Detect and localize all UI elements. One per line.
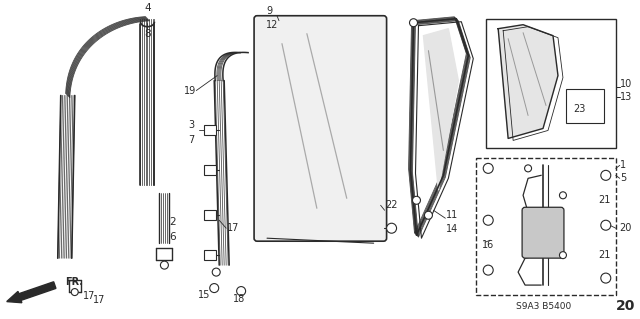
- Circle shape: [71, 289, 78, 296]
- Circle shape: [483, 163, 493, 173]
- Bar: [204, 165, 216, 175]
- Bar: [204, 125, 216, 136]
- Circle shape: [601, 273, 611, 283]
- Circle shape: [525, 165, 532, 172]
- Circle shape: [559, 192, 566, 199]
- Circle shape: [483, 265, 493, 275]
- FancyBboxPatch shape: [254, 16, 387, 241]
- Bar: [566, 89, 604, 123]
- Bar: [486, 19, 616, 148]
- Text: 20: 20: [616, 299, 635, 313]
- Circle shape: [161, 261, 168, 269]
- Circle shape: [212, 268, 220, 276]
- Circle shape: [559, 252, 566, 259]
- Text: 13: 13: [620, 92, 632, 101]
- Text: 12: 12: [266, 20, 278, 30]
- Text: 3: 3: [188, 121, 195, 130]
- Circle shape: [424, 211, 433, 219]
- Text: FR.: FR.: [65, 277, 83, 287]
- Text: 2: 2: [170, 217, 176, 227]
- Text: 17: 17: [83, 291, 95, 301]
- Circle shape: [483, 215, 493, 225]
- Text: 10: 10: [620, 78, 632, 89]
- Circle shape: [387, 223, 397, 233]
- Circle shape: [601, 220, 611, 230]
- Text: 7: 7: [188, 136, 195, 145]
- Text: 18: 18: [233, 294, 245, 304]
- Text: 23: 23: [573, 103, 586, 114]
- Bar: [204, 210, 216, 220]
- Text: 8: 8: [144, 29, 151, 39]
- Text: 6: 6: [170, 232, 176, 242]
- Bar: [204, 250, 216, 260]
- Polygon shape: [498, 25, 558, 138]
- Circle shape: [410, 19, 417, 27]
- Text: 9: 9: [266, 6, 272, 16]
- Text: 4: 4: [144, 3, 151, 13]
- FancyBboxPatch shape: [522, 207, 564, 258]
- Text: 21: 21: [598, 250, 610, 260]
- Polygon shape: [424, 29, 458, 190]
- Text: 22: 22: [385, 200, 398, 210]
- Text: S9A3 B5400: S9A3 B5400: [516, 301, 572, 310]
- Text: 11: 11: [446, 210, 459, 220]
- Circle shape: [237, 286, 246, 296]
- Text: 21: 21: [598, 195, 610, 205]
- Text: 5: 5: [620, 173, 626, 183]
- Text: 19: 19: [184, 85, 196, 96]
- Text: 16: 16: [483, 240, 495, 250]
- Text: 17: 17: [227, 223, 239, 233]
- Text: 14: 14: [446, 224, 459, 234]
- Bar: [476, 159, 616, 295]
- Circle shape: [413, 196, 420, 204]
- Circle shape: [210, 284, 219, 293]
- FancyArrow shape: [7, 282, 56, 303]
- Text: 15: 15: [198, 290, 211, 300]
- Text: 20: 20: [620, 223, 632, 233]
- Circle shape: [601, 170, 611, 180]
- Text: 1: 1: [620, 160, 626, 170]
- Text: 17: 17: [93, 295, 106, 305]
